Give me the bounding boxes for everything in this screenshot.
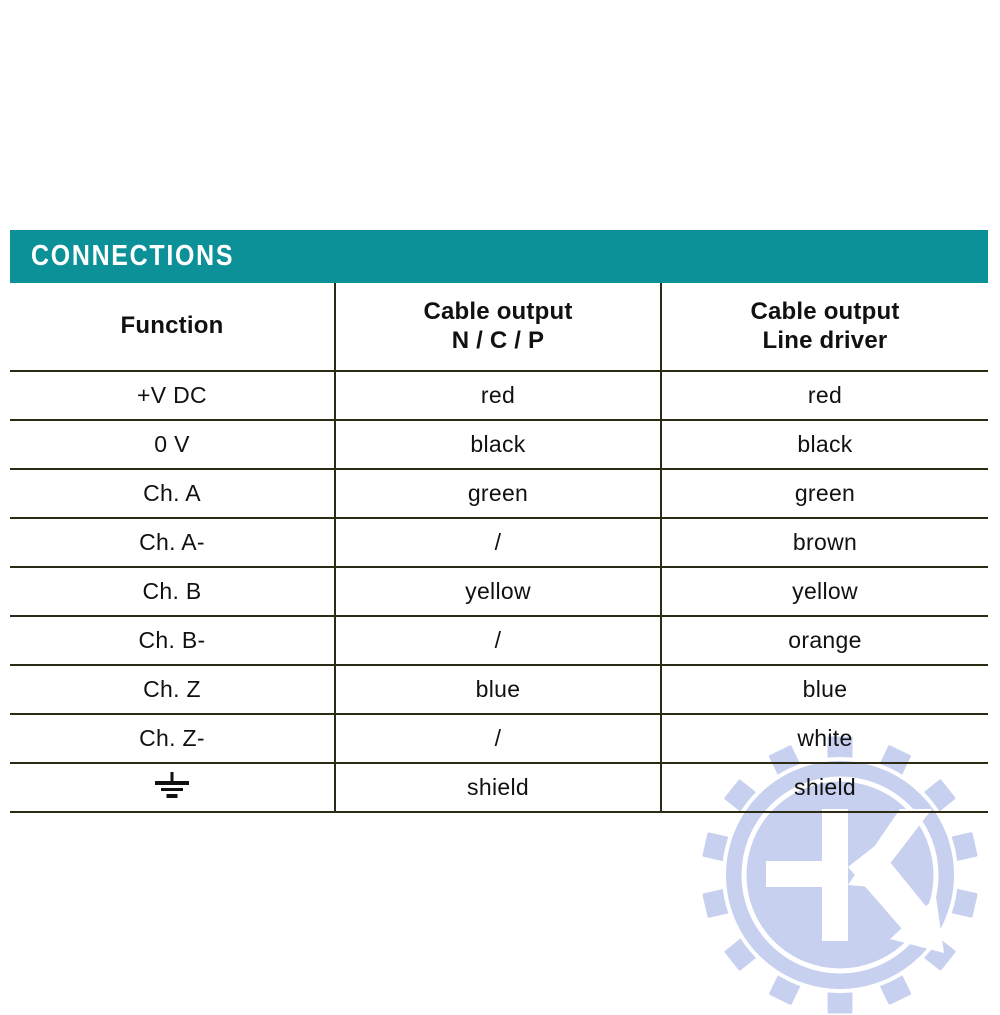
column-header-cable-line-driver-line1: Cable output: [750, 297, 900, 325]
cell-function: Ch. Z: [10, 665, 335, 715]
column-header-cable-line-driver: Cable output Line driver: [660, 283, 988, 372]
cell-cable-line-driver: green: [660, 469, 988, 519]
cell-cable-ncp: black: [334, 420, 661, 470]
column-header-cable-line-driver-line2: Line driver: [762, 326, 888, 354]
cell-function: Ch. B: [10, 567, 335, 617]
cell-cable-ncp: /: [334, 714, 661, 764]
cell-cable-ncp: shield: [334, 763, 661, 813]
section-header-band: CONNECTIONS: [10, 230, 988, 283]
column-header-cable-ncp-line1: Cable output: [423, 297, 573, 325]
k-arrow-icon: [766, 809, 944, 953]
cell-cable-ncp: red: [334, 371, 661, 421]
table-row: Ch. A green green: [10, 469, 988, 519]
cell-cable-line-driver: blue: [660, 665, 988, 715]
table-row: +V DC red red: [10, 371, 988, 421]
cell-function: Ch. Z-: [10, 714, 335, 764]
table-header-row: Function Cable output N / C / P Cable ou…: [10, 283, 988, 372]
cell-cable-ncp: yellow: [334, 567, 661, 617]
table-row: Ch. A- / brown: [10, 518, 988, 568]
table-row: Ch. Z- / white: [10, 714, 988, 764]
cell-cable-line-driver: white: [660, 714, 988, 764]
cell-cable-line-driver: yellow: [660, 567, 988, 617]
cell-function: 0 V: [10, 420, 335, 470]
cell-cable-ncp: blue: [334, 665, 661, 715]
cell-cable-ncp: /: [334, 518, 661, 568]
table-row: Ch. B yellow yellow: [10, 567, 988, 617]
cell-cable-line-driver: orange: [660, 616, 988, 666]
cell-cable-ncp: /: [334, 616, 661, 666]
cell-cable-ncp: green: [334, 469, 661, 519]
cell-cable-line-driver: black: [660, 420, 988, 470]
cell-cable-line-driver: shield: [660, 763, 988, 813]
table-row: 0 V black black: [10, 420, 988, 470]
cell-cable-line-driver: red: [660, 371, 988, 421]
connections-table: CONNECTIONS Function Cable output N / C …: [10, 230, 988, 813]
table-row: Ch. B- / orange: [10, 616, 988, 666]
column-header-cable-ncp-line2: N / C / P: [451, 326, 545, 354]
column-header-function-line1: Function: [120, 312, 224, 340]
column-header-function: Function: [10, 283, 335, 372]
cell-function: Ch. B-: [10, 616, 335, 666]
connections-grid: Function Cable output N / C / P Cable ou…: [10, 283, 988, 813]
page-title: CONNECTIONS: [31, 240, 235, 272]
column-header-cable-ncp: Cable output N / C / P: [334, 283, 661, 372]
cell-cable-line-driver: brown: [660, 518, 988, 568]
cell-function: +V DC: [10, 371, 335, 421]
table-row: shield shield: [10, 763, 988, 813]
cell-function: Ch. A: [10, 469, 335, 519]
table-row: Ch. Z blue blue: [10, 665, 988, 715]
cell-function-ground: [10, 763, 335, 813]
earth-ground-icon: [150, 771, 194, 798]
cell-function: Ch. A-: [10, 518, 335, 568]
